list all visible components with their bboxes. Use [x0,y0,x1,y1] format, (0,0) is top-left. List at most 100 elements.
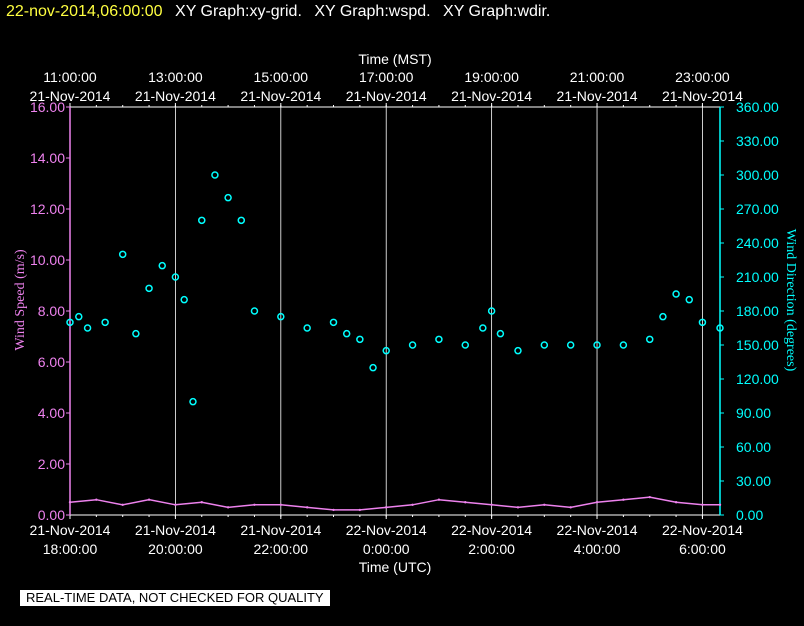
wind-direction-point [145,284,153,293]
wind-speed-point [385,506,388,509]
wind-speed-point [226,506,230,509]
wind-speed-point [464,501,467,504]
wind-speed-point [543,503,546,506]
wind-speed-point [674,501,678,504]
wind-direction-point [672,290,680,298]
wind-direction-point [198,216,206,225]
wind-direction-point [479,324,487,332]
bottom-tick-label-time: 4:00:00 [574,541,621,557]
wind-speed-point [305,506,309,509]
top-tick-label-date: 21-Nov-2014 [30,88,111,104]
left-tick-label: 12.00 [30,201,65,217]
bottom-tick-label-date: 21-Nov-2014 [30,522,111,538]
wind-speed-point [121,503,124,506]
wind-direction-point [716,324,724,332]
wind-direction-point [408,341,417,349]
wind-speed-point [253,503,256,506]
wind-direction-point [329,318,338,327]
wind-direction-point [180,295,188,304]
wind-speed-point [718,503,722,506]
bottom-tick-label-date: 21-Nov-2014 [240,522,321,538]
bottom-tick-label-date: 22-Nov-2014 [557,522,638,538]
right-tick-label: 300.00 [736,167,779,183]
wind-direction-point [132,329,140,338]
wind-speed-point [701,503,704,506]
wind-speed-point [411,503,414,506]
header-graph-title-wspd: XY Graph:wspd. [314,3,431,20]
right-tick-label: 120.00 [736,371,779,387]
wind-direction-point [211,171,219,179]
bottom-tick-label-time: 22:00:00 [254,541,309,557]
plot-area [69,106,721,516]
left-tick-label: 10.00 [30,252,65,268]
bottom-tick-label-time: 0:00:00 [363,541,410,557]
disclaimer-label: REAL-TIME DATA, NOT CHECKED FOR QUALITY [20,590,330,606]
wind-speed-point [516,506,520,509]
right-tick-label: 360.00 [736,99,779,115]
left-tick-label: 0.00 [38,507,65,523]
wind-direction-point [369,363,377,372]
wind-speed-point [437,498,441,501]
wind-direction-point [514,346,522,355]
wind-direction-point [619,341,628,349]
right-tick-label: 60.00 [736,439,771,455]
wind-speed-point [279,503,283,506]
left-axis-label: Wind Speed (m/s) [13,249,28,351]
wind-direction-point [189,397,197,406]
wind-speed-line [69,496,720,511]
top-tick-label-date: 21-Nov-2014 [240,88,321,104]
wind-direction-point [118,250,127,259]
top-tick-label-time: 17:00:00 [359,69,414,85]
wind-direction-point [461,341,470,349]
bottom-tick-label-time: 6:00:00 [679,541,726,557]
wind-direction-point [540,341,549,349]
wind-direction-point [645,335,654,344]
top-tick-label-time: 15:00:00 [254,69,309,85]
wind-direction-point [75,312,83,321]
wind-speed-point [648,495,651,499]
wind-speed-point [332,508,335,512]
wind-speed-point [174,503,177,506]
wind-speed-point [622,498,625,501]
wind-speed-point [358,508,362,512]
top-tick-label-date: 21-Nov-2014 [346,88,427,104]
wind-direction-point [356,335,364,344]
wind-direction-point [224,193,232,202]
bottom-tick-label-time: 18:00:00 [43,541,98,557]
bottom-axis-label: Time (UTC) [359,559,432,575]
top-tick-label-time: 21:00:00 [570,69,625,85]
left-tick-label: 6.00 [38,354,65,370]
wind-direction-point [659,312,667,321]
left-tick-label: 16.00 [30,99,65,115]
wind-speed-point [200,501,203,504]
right-tick-label: 0.00 [736,507,763,523]
right-tick-label: 30.00 [736,473,771,489]
right-axis-label: Wind Direction (degrees) [783,229,798,372]
wind-direction-point [382,346,390,355]
wind-direction-point [66,318,74,327]
left-tick-label: 14.00 [30,150,65,166]
top-axis-label: Time (MST) [358,51,431,67]
wind-speed-point [95,498,98,501]
wind-direction-point [566,341,575,349]
wind-direction-point [342,329,351,338]
wind-speed-point [490,503,493,506]
wind-direction-point [101,318,109,327]
right-tick-label: 210.00 [736,269,779,285]
wind-direction-point [303,324,311,332]
wind-direction-point [171,273,180,281]
bottom-tick-label-time: 2:00:00 [468,541,515,557]
bottom-tick-label-time: 20:00:00 [148,541,203,557]
right-tick-label: 270.00 [736,201,779,217]
wind-direction-point [277,312,285,321]
right-tick-label: 180.00 [736,303,779,319]
left-tick-label: 4.00 [38,405,65,421]
top-tick-label-time: 19:00:00 [464,69,519,85]
wind-direction-point [698,318,707,327]
wind-direction-point [685,295,694,304]
wind-direction-point [158,261,166,270]
top-tick-label-date: 21-Nov-2014 [135,88,216,104]
wind-direction-point [435,335,443,344]
top-tick-label-date: 21-Nov-2014 [557,88,638,104]
